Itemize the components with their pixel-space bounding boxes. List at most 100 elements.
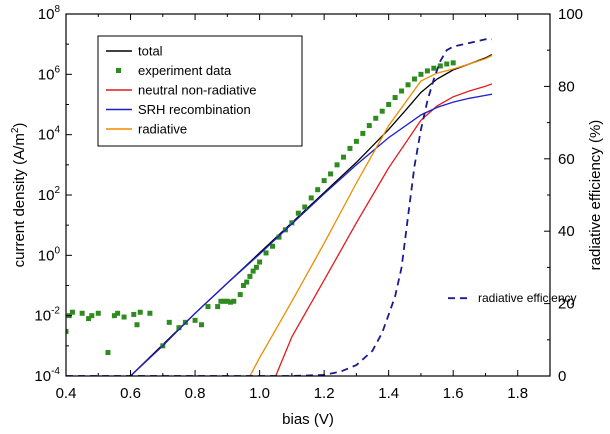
data-point (444, 61, 450, 67)
data-point (334, 162, 340, 168)
legend-item-radiative: radiative (106, 122, 187, 137)
data-point (392, 95, 398, 101)
data-point (379, 108, 385, 114)
series-neutral-non-radiative-line (275, 83, 493, 376)
x-tick-label: 1.0 (249, 385, 270, 402)
y2-axis-title: radiative efficiency (%) (587, 120, 604, 271)
data-point (221, 298, 227, 304)
data-point (250, 268, 256, 274)
data-point (270, 243, 276, 249)
legend-label: experiment data (138, 63, 232, 78)
data-point (199, 322, 205, 328)
y2-tick-label: 40 (558, 223, 575, 240)
data-point (79, 310, 85, 316)
y2-tick-label: 80 (558, 78, 575, 95)
data-point (295, 210, 301, 216)
legend: total experiment data neutral non-radiativ… (97, 35, 303, 147)
data-point (373, 115, 379, 121)
y2-tick-label: 0 (558, 368, 566, 385)
data-point (418, 71, 424, 77)
data-point (237, 292, 243, 298)
data-point (215, 304, 221, 310)
data-point (105, 350, 111, 356)
legend-item-experiment-data: experiment data (116, 63, 232, 78)
y-tick-label: 10-2 (34, 306, 60, 325)
data-point (86, 316, 92, 322)
legend-label: SRH recombination (138, 102, 251, 117)
legend-item-neutral-non-radiative: neutral non-radiative (106, 83, 257, 98)
x-axis-title: bias (V) (282, 411, 334, 428)
annotation: radiative efficiency (448, 291, 577, 305)
data-point (360, 130, 366, 136)
y-axis-title: current density (A/m2) (10, 123, 28, 268)
data-point (66, 328, 69, 334)
data-point (366, 123, 372, 129)
data-point (308, 195, 314, 201)
y-tick-label: 104 (38, 125, 61, 144)
data-point (353, 138, 359, 144)
series-radiative-efficiency-line (66, 38, 492, 376)
data-point (244, 279, 250, 285)
data-point (328, 171, 334, 177)
data-point (437, 63, 443, 69)
data-point (247, 273, 253, 279)
data-point (228, 299, 234, 305)
data-point (276, 234, 282, 240)
data-point (302, 204, 308, 210)
x-tick-label: 1.8 (507, 385, 528, 402)
legend-label: neutral non-radiative (138, 83, 257, 98)
data-point (69, 309, 75, 315)
y-tick-label: 108 (38, 4, 61, 23)
data-point (315, 187, 321, 193)
y-axis-title-sup: 2 (10, 127, 21, 133)
data-point (263, 250, 269, 256)
y-tick-label: 106 (38, 64, 61, 83)
data-point (95, 310, 101, 316)
data-point (147, 310, 153, 316)
x-tick-label: 1.4 (378, 385, 399, 402)
y-tick-label: 100 (38, 245, 61, 264)
legend-item-srh-recombination: SRH recombination (106, 102, 251, 117)
series-radiative-line (249, 54, 493, 376)
data-point (218, 298, 224, 304)
data-point (321, 178, 327, 184)
x-tick-label: 1.6 (443, 385, 464, 402)
data-point (176, 325, 182, 331)
data-point (192, 317, 198, 323)
data-point (340, 154, 346, 160)
data-point (450, 60, 456, 66)
x-tick-label: 0.6 (120, 385, 141, 402)
data-point (399, 88, 405, 94)
x-tick-label: 0.4 (56, 385, 77, 402)
data-point (115, 310, 121, 316)
data-point (240, 283, 246, 288)
data-point (166, 319, 172, 325)
axes-layer: 0.4 0.6 0.8 1.0 1.2 1.4 1.6 1.8 10-4 10-2 100 102 10… (34, 4, 583, 402)
data-point (137, 309, 143, 315)
data-point (253, 264, 259, 270)
data-point (111, 313, 117, 319)
data-point (257, 259, 263, 265)
series-srh-recombination-line (130, 93, 493, 376)
data-point (411, 76, 417, 82)
data-point (134, 322, 140, 328)
x-tick-label: 1.2 (314, 385, 335, 402)
legend-label: total (138, 44, 163, 59)
y-tick-label: 102 (38, 185, 61, 204)
data-point (347, 145, 353, 151)
data-point (131, 311, 137, 317)
y-axis-title-main: current density (A/m (11, 133, 28, 267)
y-tick-label: 10-4 (34, 366, 60, 385)
y2-tick-label: 20 (558, 296, 575, 313)
y2-tick-label: 60 (558, 151, 575, 168)
data-point (431, 65, 437, 71)
legend-box (97, 35, 303, 147)
x-tick-label: 0.8 (185, 385, 206, 402)
y2-tick-label: 100 (558, 6, 583, 23)
annotation-label: radiative efficiency (478, 291, 577, 305)
data-point (224, 298, 230, 304)
data-point (121, 314, 127, 320)
data-point (424, 68, 430, 74)
legend-item-total: total (106, 44, 163, 59)
